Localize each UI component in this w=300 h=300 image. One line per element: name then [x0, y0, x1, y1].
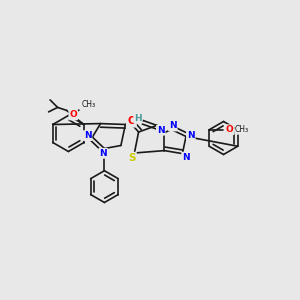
Text: CH₃: CH₃ [235, 125, 249, 134]
Text: CH₃: CH₃ [81, 100, 95, 109]
Text: S: S [128, 153, 136, 163]
Text: N: N [99, 149, 107, 158]
Text: O: O [69, 110, 77, 119]
Text: N: N [84, 131, 92, 140]
Text: N: N [182, 153, 190, 162]
Text: N: N [169, 122, 177, 130]
Text: O: O [127, 116, 136, 127]
Text: H: H [134, 114, 142, 123]
Text: N: N [187, 131, 195, 140]
Text: O: O [225, 125, 233, 134]
Text: N: N [157, 126, 165, 135]
